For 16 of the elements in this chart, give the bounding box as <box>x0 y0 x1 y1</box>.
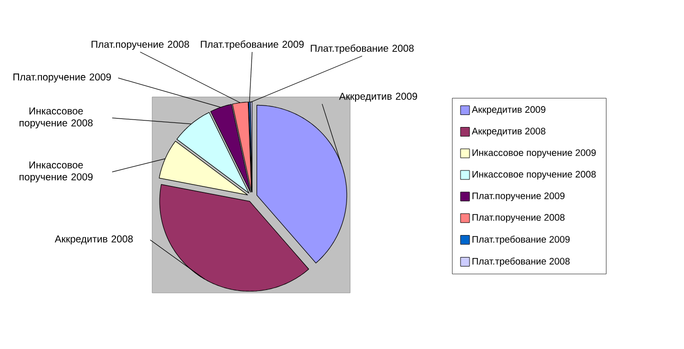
category-label: Инкассовое поручение 2008 <box>20 108 93 128</box>
legend-label: Плат.поручение 2008 <box>472 214 565 223</box>
slice-label: Плат.требование 2008 <box>310 44 414 54</box>
legend-label: Плат.поручение 2009 <box>472 192 564 202</box>
legend-label: Инкассовое поручение 2009 <box>472 149 596 158</box>
category-label: Инкассовое поручение 2009 <box>20 162 93 182</box>
legend-label: Инкассовое поручение 2008 <box>472 170 596 180</box>
slice-label: Аккредитив 2008 <box>54 235 133 244</box>
slice-label: Плат.требование 2009 <box>200 40 304 50</box>
legend-label: Плат.требование 2008 <box>472 258 570 267</box>
slice-label: Плат.поручение 2009 <box>13 74 111 83</box>
legend-label: Плат.требование 2009 <box>472 236 570 245</box>
slice-label: Плат.поручение 2008 <box>92 40 190 50</box>
slice-label: Аккредитив 2009 <box>339 92 418 102</box>
legend-label: Аккредитив 2008 <box>472 128 546 136</box>
legend-label: Аккредитив 2009 <box>472 106 546 115</box>
